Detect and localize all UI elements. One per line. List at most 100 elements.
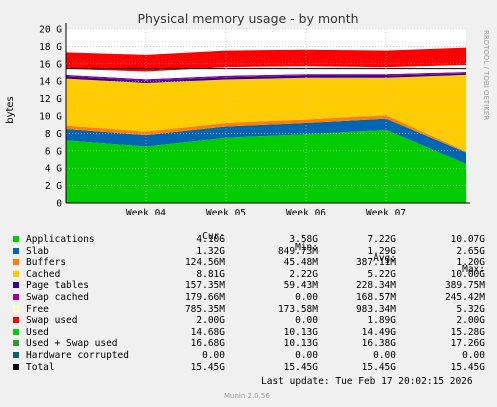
legend-value-max: 10.00G bbox=[450, 268, 485, 280]
legend-value-max: 17.26G bbox=[450, 338, 485, 350]
legend-value-avg: 387.11M bbox=[355, 257, 396, 269]
legend-value-avg: 16.38G bbox=[361, 338, 396, 350]
legend-swatch bbox=[13, 294, 19, 300]
legend-value-cur: 16.68G bbox=[190, 338, 225, 350]
munin-version: Munin 2.0.56 bbox=[224, 392, 270, 400]
memory-chart: Physical memory usage - by month bytes 0… bbox=[5, 11, 470, 215]
legend-label: Slab bbox=[26, 245, 49, 257]
y-tick-label: 8 G bbox=[45, 129, 62, 140]
legend-value-min: 10.13G bbox=[283, 338, 318, 350]
y-tick-label: 20 G bbox=[39, 25, 62, 36]
legend-label: Used bbox=[26, 326, 49, 338]
legend-value-cur: 157.35M bbox=[184, 280, 225, 292]
legend-swatch bbox=[13, 305, 19, 312]
series-area-swap-cached bbox=[66, 71, 466, 81]
legend-value-cur: 4.10G bbox=[196, 234, 225, 245]
legend-value-avg: 0.00 bbox=[373, 350, 396, 361]
legend-swatch bbox=[13, 282, 19, 289]
legend-value-min: 45.48M bbox=[283, 257, 318, 269]
series-area-buffers bbox=[66, 115, 466, 153]
series-area-swap-used bbox=[66, 47, 466, 72]
legend-value-max: 1.20G bbox=[456, 257, 485, 269]
legend-value-avg: 5.22G bbox=[367, 268, 396, 280]
series-area-page-tables bbox=[66, 73, 466, 83]
legend-value-avg: 1.29G bbox=[367, 245, 396, 257]
legend-value-max: 0.00 bbox=[462, 350, 485, 361]
legend-value-min: 15.45G bbox=[283, 361, 318, 373]
legend-swatch bbox=[13, 236, 19, 242]
y-tick-label: 4 G bbox=[45, 164, 62, 175]
legend-swatch bbox=[13, 247, 19, 254]
legend-value-cur: 1.32G bbox=[196, 245, 225, 257]
col-header-min: Min: bbox=[295, 242, 318, 253]
legend-value-cur: 785.35M bbox=[184, 303, 225, 315]
y-tick-label: 18 G bbox=[39, 42, 62, 53]
y-tick-label: 0 bbox=[56, 199, 62, 210]
legend-label: Cached bbox=[26, 268, 61, 280]
legend-label: Buffers bbox=[26, 257, 67, 269]
legend-value-cur: 2.00G bbox=[196, 315, 225, 327]
y-tick-label: 16 G bbox=[39, 59, 62, 70]
series-area-slab bbox=[66, 118, 466, 164]
legend-label: Hardware corrupted bbox=[26, 350, 129, 361]
legend-value-min: 59.43M bbox=[283, 280, 318, 292]
legend-value-avg: 228.34M bbox=[355, 280, 396, 292]
legend-swatch bbox=[13, 328, 19, 335]
legend-value-min: 849.73M bbox=[277, 245, 318, 257]
series-area-applications bbox=[66, 129, 466, 203]
legend-swatch bbox=[13, 270, 19, 277]
axes: 0 2 G 4 G 6 G 8 G 10 G 12 G 14 G 16 G 18 G 20 G Wee… bbox=[39, 23, 470, 215]
legend-value-avg: 7.22G bbox=[367, 234, 396, 245]
legend-value-max: 389.75M bbox=[444, 280, 485, 292]
legend-value-avg: 983.34M bbox=[355, 303, 396, 315]
rrdtool-credit: RRDTOOL / TOBI OETIKER bbox=[482, 30, 490, 121]
x-tick-label: Week 06 bbox=[286, 208, 326, 215]
legend-value-min: 0.00 bbox=[295, 292, 318, 303]
legend-value-avg: 15.45G bbox=[361, 361, 396, 373]
legend-value-min: 0.00 bbox=[295, 315, 318, 327]
legend-value-min: 173.58M bbox=[277, 303, 318, 315]
legend-swatch bbox=[13, 340, 19, 347]
legend-value-avg: 168.57M bbox=[355, 292, 396, 303]
legend-swatch bbox=[13, 259, 19, 266]
legend-swatch bbox=[13, 363, 19, 370]
x-tick-label: Week 04 bbox=[126, 208, 166, 215]
x-tick-label: Week 07 bbox=[366, 208, 406, 215]
legend-value-avg: 1.89G bbox=[367, 315, 396, 327]
legend-value-min: 0.00 bbox=[295, 350, 318, 361]
legend-label: Total bbox=[26, 361, 55, 373]
y-tick-label: 12 G bbox=[39, 94, 62, 105]
y-tick-label: 2 G bbox=[45, 181, 62, 192]
legend-value-cur: 124.56M bbox=[184, 257, 225, 269]
legend-label: Free bbox=[26, 303, 49, 315]
y-tick-label: 10 G bbox=[39, 112, 62, 123]
legend-value-max: 15.45G bbox=[450, 361, 485, 373]
last-update: Last update: Tue Feb 17 20:02:15 2026 bbox=[261, 376, 473, 387]
x-tick-label: Week 05 bbox=[206, 208, 246, 215]
legend-value-max: 5.32G bbox=[456, 303, 485, 315]
legend-value-min: 10.13G bbox=[283, 326, 318, 338]
legend-value-avg: 14.49G bbox=[361, 326, 396, 338]
chart-title: Physical memory usage - by month bbox=[137, 11, 358, 26]
legend-value-max: 2.65G bbox=[456, 245, 485, 257]
legend-value-cur: 14.68G bbox=[190, 326, 225, 338]
series-area-cached bbox=[66, 74, 466, 152]
legend-swatch bbox=[13, 317, 19, 324]
legend-label: Applications bbox=[26, 234, 95, 245]
legend-swatch bbox=[13, 352, 19, 358]
legend-label: Swap cached bbox=[26, 292, 89, 303]
legend-value-max: 15.28G bbox=[450, 326, 485, 338]
legend-value-cur: 179.66M bbox=[184, 292, 225, 303]
legend-label: Page tables bbox=[26, 280, 89, 292]
legend-label: Used + Swap used bbox=[26, 338, 118, 350]
y-tick-label: 6 G bbox=[45, 146, 62, 157]
legend-value-min: 3.58G bbox=[289, 234, 318, 245]
legend-value-max: 10.07G bbox=[450, 234, 485, 245]
legend-value-min: 2.22G bbox=[289, 268, 318, 280]
y-axis-label: bytes bbox=[5, 96, 16, 124]
legend-value-max: 245.42M bbox=[444, 292, 485, 303]
legend-value-max: 2.00G bbox=[456, 315, 485, 327]
col-header-cur: Cur: bbox=[202, 231, 225, 242]
legend-value-cur: 8.81G bbox=[196, 268, 225, 280]
legend-value-cur: 0.00 bbox=[202, 350, 225, 361]
